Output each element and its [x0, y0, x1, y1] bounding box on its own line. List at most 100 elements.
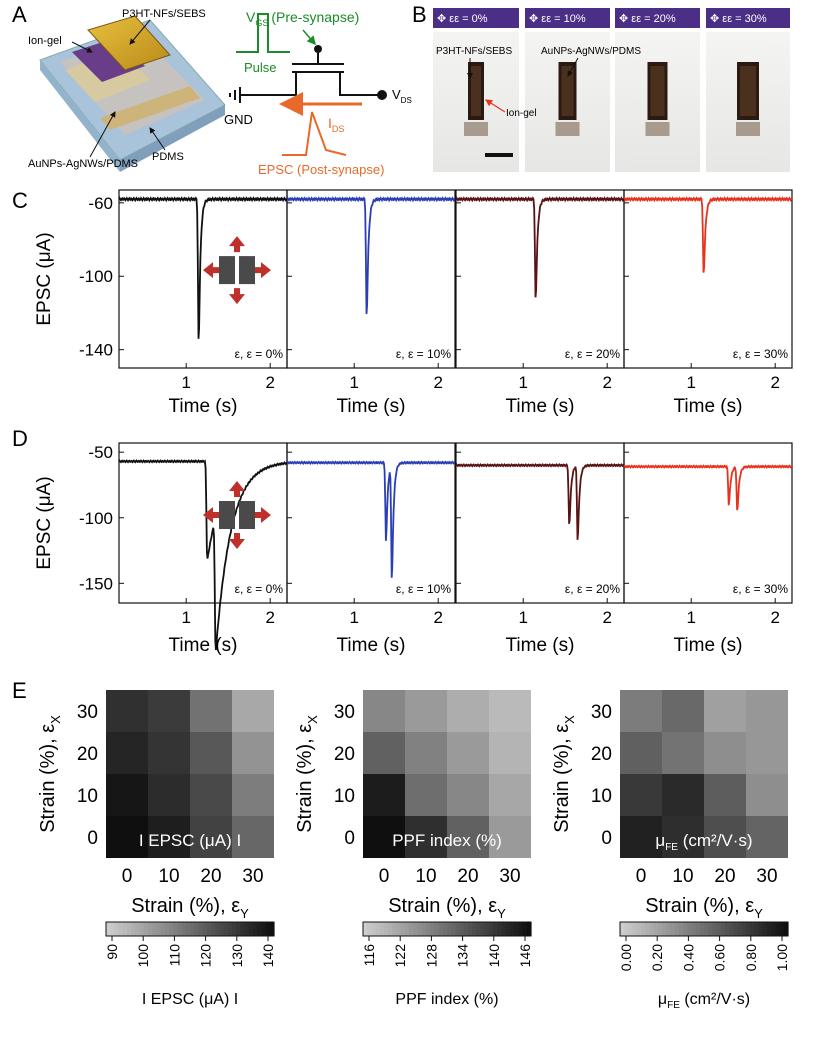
heatmap-cell-2-1-3: [746, 732, 788, 774]
colorbar-step-2-21: [708, 922, 713, 936]
colorbar-step-1-13: [417, 922, 423, 936]
annotation-epsilon-2: ε: [565, 582, 571, 596]
colorbar-step-2-18: [695, 922, 701, 936]
strain-annotation-3: ε, ε = 30%: [733, 582, 788, 596]
heatmap-cell-2-3-0: [620, 816, 662, 858]
heatmap-cell-0-1-2: [190, 732, 232, 774]
colorbar-step-2-4: [636, 922, 642, 936]
colorbar-tick-label-1-5: 146: [517, 944, 533, 968]
colorbar-frame-2: [619, 921, 789, 937]
arrow-up-icon: [229, 481, 245, 497]
colorbar-step-2-27: [733, 922, 739, 936]
colorbar-step-2-22: [712, 922, 718, 936]
strain-value-1: ε = 10%: [546, 13, 586, 25]
trace-0: [118, 196, 288, 339]
vgs-label: VGS (Pre-synapse): [246, 9, 359, 28]
trace-0: [118, 459, 288, 651]
panel-label-e: E: [12, 678, 27, 703]
heatmap-y-tick-1-0: 30: [334, 702, 355, 723]
heatmap-cell-0-0-3: [232, 690, 274, 732]
arrow-down-icon: [229, 288, 245, 305]
x-tick-label-3-1: 2: [770, 373, 779, 392]
x-tick-label-1-0: 1: [349, 373, 358, 392]
heatmap-y-label-2: Strain (%), εX: [551, 715, 577, 833]
x-tick-label-1-0: 1: [349, 608, 358, 627]
epsc-post-label: EPSC (Post-synapse): [258, 162, 384, 177]
heatmap-cell-0-2-3: [232, 774, 274, 816]
colorbar-step-1-12: [413, 922, 419, 936]
heatmap-x-tick-0-3: 30: [242, 866, 263, 887]
colorbar-step-0-39: [269, 922, 275, 936]
plot-frame-1: [286, 189, 456, 369]
heatmap-x-tick-2-2: 20: [714, 866, 735, 887]
colorbar-step-2-28: [737, 922, 743, 936]
colorbar-tick-label-2-5: 1.00: [774, 944, 790, 971]
heatmap-y-tick-2-0: 30: [591, 702, 612, 723]
strain-annotation-3: ε, ε = 30%: [733, 347, 788, 361]
colorbar-step-0-22: [198, 922, 204, 936]
heatmap-cell-0-3-0: [106, 816, 148, 858]
photo-label-p3ht: P3HT-NFs/SEBS: [436, 46, 512, 57]
colorbar-tick-label-0-3: 120: [198, 944, 214, 968]
colorbar-step-0-3: [118, 922, 124, 936]
colorbar-label-text-0: I EPSC (μA) I: [142, 991, 238, 1008]
electrode-pad-2: [645, 122, 670, 136]
pulse-waveform: [236, 13, 290, 53]
strain-photo-strip: ✥ εε = 0% ✥ εε = 10% ✥ εε = 20% ✥ εε = 30%: [433, 8, 790, 172]
heatmap-cell-1-3-0: [363, 816, 405, 858]
y-axis-label: EPSC (μA): [34, 476, 55, 569]
arrow-right-icon: [255, 507, 271, 523]
heatmap-cell-0-0-0: [106, 690, 148, 732]
colorbar-step-1-2: [371, 922, 377, 936]
heatmap-cell-2-2-1: [662, 774, 704, 816]
vds-label: VDS: [392, 87, 412, 105]
colorbar-tick-label-2-1: 0.20: [649, 944, 665, 971]
heatmap-cell-0-3-1: [148, 816, 190, 858]
colorbar-step-1-23: [459, 922, 465, 936]
colorbar-step-1-15: [426, 922, 431, 936]
colorbar-step-2-31: [750, 922, 755, 936]
colorbar-step-1-5: [384, 922, 389, 936]
colorbar-step-1-39: [526, 922, 532, 936]
x-tick-label-3-0: 1: [686, 608, 695, 627]
trace-3: [623, 464, 793, 511]
colorbar-step-0-13: [160, 922, 166, 936]
heatmap-y-label-0: Strain (%), εX: [37, 715, 63, 833]
gate-block-left: [219, 256, 235, 285]
colorbar-step-1-7: [392, 922, 398, 936]
panel-label-d: D: [12, 426, 28, 451]
colorbar-step-0-23: [202, 922, 208, 936]
gate-block-left: [219, 501, 235, 529]
heatmap-y-label-sub-0: X: [48, 715, 63, 724]
colorbar-step-2-5: [641, 922, 646, 936]
heatmap-cell-0-3-2: [190, 816, 232, 858]
heatmap-cell-0-0-2: [190, 690, 232, 732]
device-film-2: [650, 66, 665, 116]
strain-tag-1: ε: [541, 13, 546, 25]
heatmap-cell-1-0-0: [363, 690, 405, 732]
colorbar-step-2-9: [657, 922, 663, 936]
colorbar-step-2-20: [704, 922, 709, 936]
strain-banner-text-0: ✥ εε = 0%: [437, 13, 488, 25]
colorbar-step-2-34: [762, 922, 768, 936]
plot-frame-1: [286, 442, 456, 604]
x-tick-label-1-1: 2: [433, 608, 442, 627]
x-tick-label-2-1: 2: [602, 373, 611, 392]
heatmap-y-tick-0-2: 10: [77, 786, 98, 807]
colorbar-step-1-34: [505, 922, 511, 936]
colorbar-step-2-25: [725, 922, 730, 936]
heatmap-cell-0-3-3: [232, 816, 274, 858]
strain-annotation-1: ε, ε = 10%: [396, 347, 451, 361]
heatmap-y-label-sub-2: X: [562, 715, 577, 724]
annotation-value-0: , ε = 0%: [240, 582, 283, 596]
colorbar-step-1-1: [367, 922, 372, 936]
electrode-pad-0: [464, 122, 488, 136]
colorbar-label-2: μFE (cm²/V·s): [658, 991, 750, 1011]
colorbar-step-2-33: [758, 922, 764, 936]
colorbar-step-2-10: [662, 922, 667, 936]
heatmap-cell-2-1-0: [620, 732, 662, 774]
colorbar-tick-label-0-5: 140: [260, 944, 276, 968]
photo-label-iongel: Ion-gel: [506, 108, 537, 119]
colorbar-step-2-12: [670, 922, 676, 936]
